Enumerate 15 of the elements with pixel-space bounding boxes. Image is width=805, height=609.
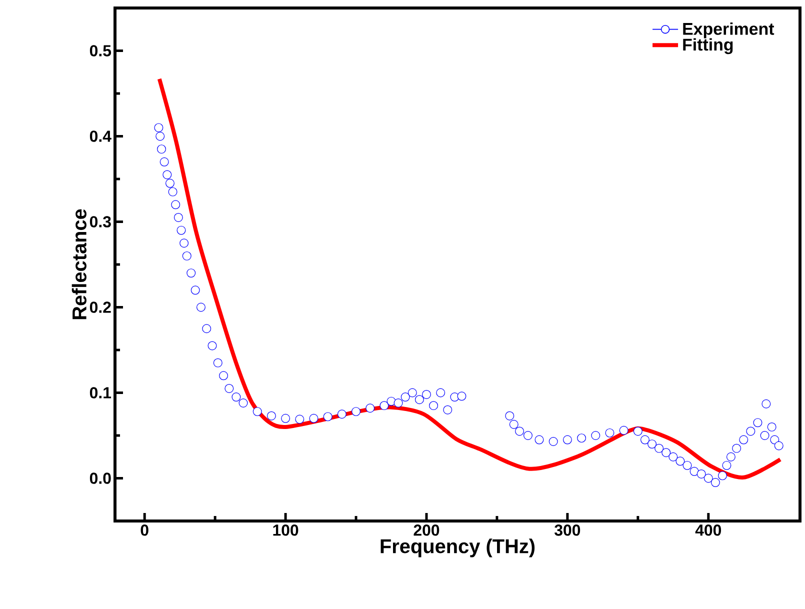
x-axis-title: Frequency (THz) bbox=[380, 538, 535, 558]
y-tick-label: 0.2 bbox=[90, 302, 111, 313]
y-tick-label: 0.5 bbox=[90, 45, 112, 56]
y-tick-label: 0.4 bbox=[90, 130, 112, 142]
x-tick-label: 200 bbox=[414, 524, 440, 536]
y-tick-label: 0.3 bbox=[90, 216, 111, 228]
x-tick-label: 400 bbox=[695, 524, 722, 536]
x-tick-label: 100 bbox=[273, 524, 298, 536]
x-tick-label: 300 bbox=[554, 524, 580, 536]
y-tick-label: 0.0 bbox=[90, 472, 111, 484]
x-tick-label: 0 bbox=[140, 524, 148, 536]
y-axis-title: Reflectance bbox=[72, 209, 86, 320]
y-tick-label: 0.1 bbox=[90, 387, 112, 398]
legend-label: Fitting bbox=[683, 38, 733, 54]
legend-label: Experiment bbox=[683, 22, 774, 38]
